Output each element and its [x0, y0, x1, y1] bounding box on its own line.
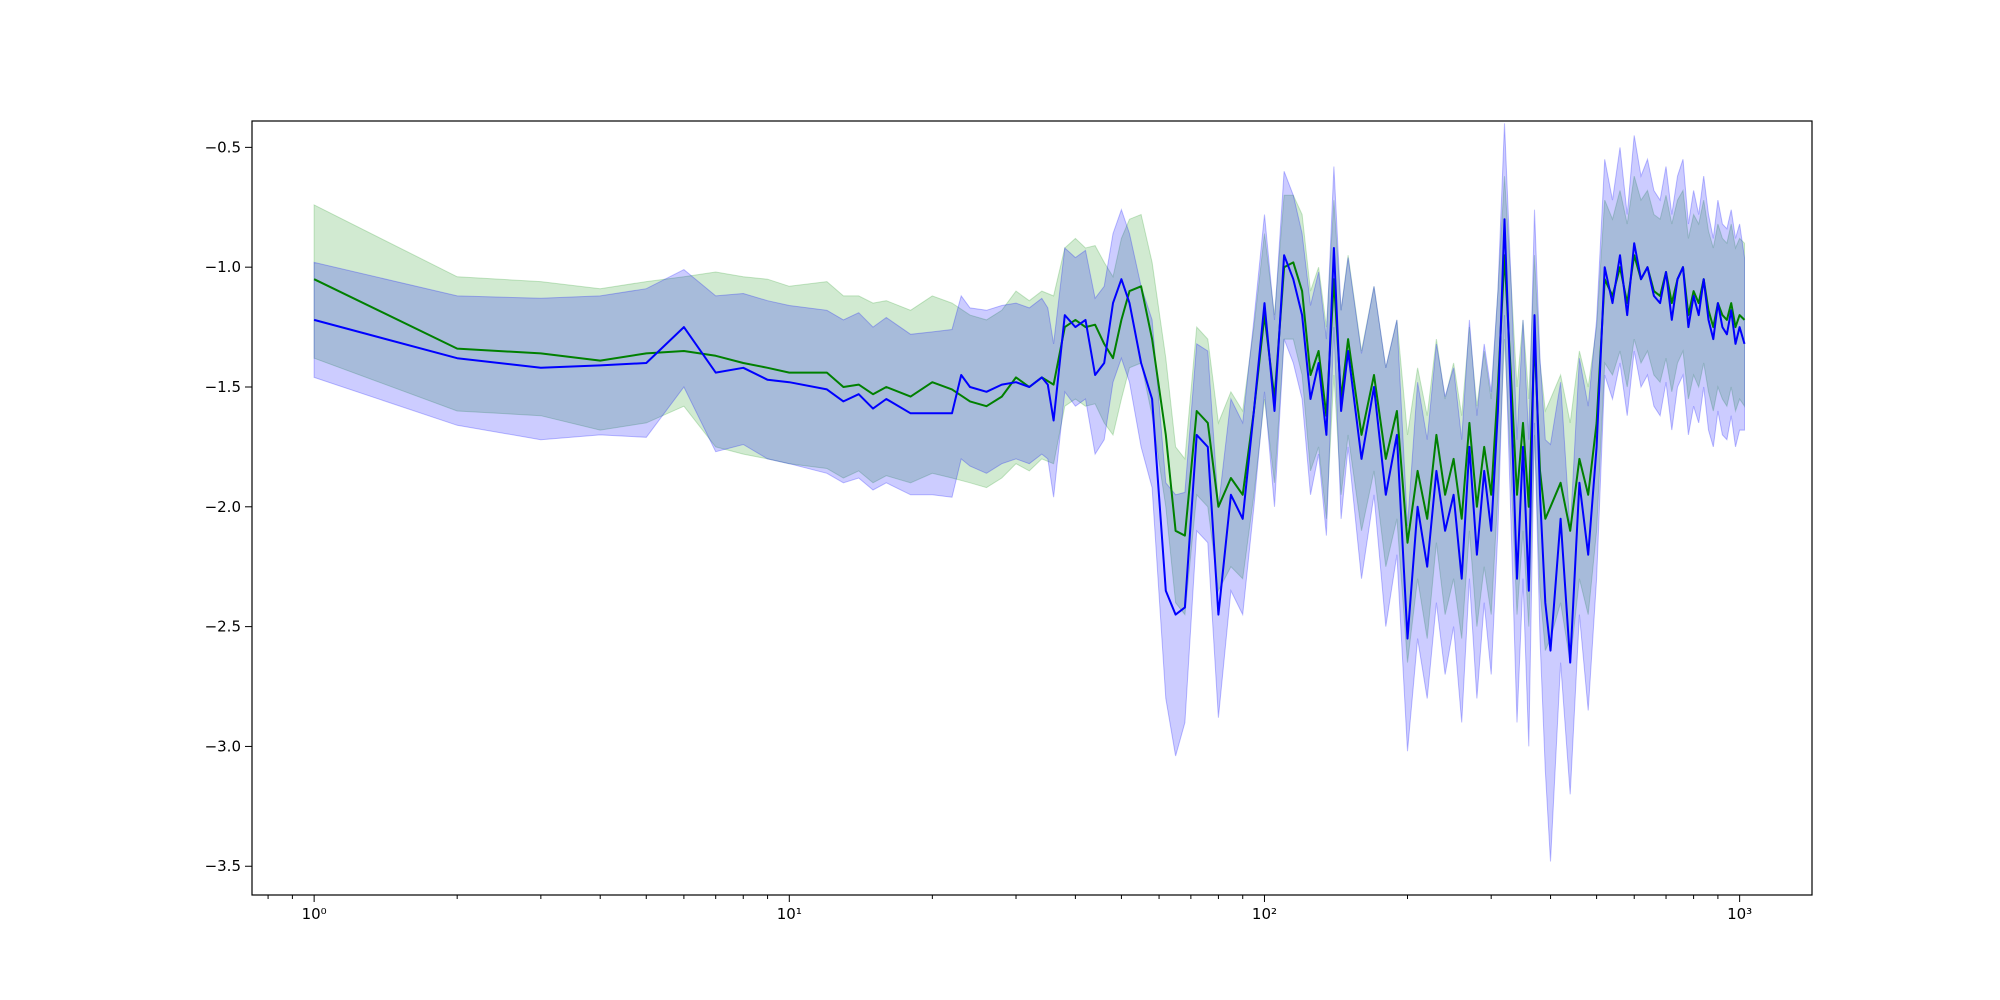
x-tick-label: 10³	[1727, 905, 1752, 923]
x-tick-label: 10⁰	[302, 905, 327, 923]
y-tick-label: −2.5	[205, 618, 241, 636]
x-tick-label: 10²	[1252, 905, 1277, 923]
series-2-line	[313, 218, 1746, 664]
y-tick-label: −3.0	[205, 737, 241, 755]
series-1-band	[313, 175, 1745, 663]
y-axis-ticks: −0.5 −1.0 −1.5 −2.0 −2.5 −3.0 −3.5	[205, 138, 252, 875]
x-axis-ticks: 10⁰ 10¹ 10² 10³	[267, 895, 1752, 923]
y-tick-label: −2.0	[205, 498, 241, 516]
y-tick-label: −1.5	[205, 378, 241, 396]
x-tick-label: 10¹	[777, 905, 802, 923]
y-tick-label: −1.0	[205, 258, 241, 276]
y-tick-label: −3.5	[205, 857, 241, 875]
plot-frame	[251, 120, 1813, 896]
y-tick-label: −0.5	[205, 138, 241, 156]
series-lines	[313, 218, 1746, 664]
